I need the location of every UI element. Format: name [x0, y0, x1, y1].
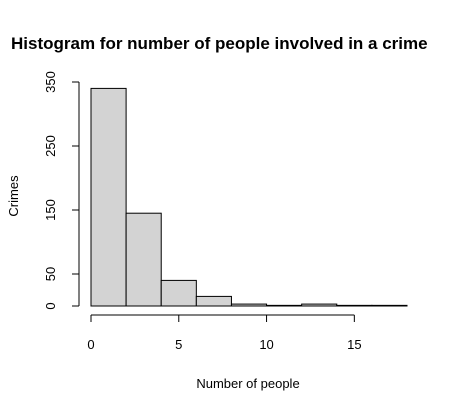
x-axis: 0 5 10 15	[87, 314, 362, 352]
bars-group	[90, 87, 408, 307]
y-axis-tick-label: 250	[43, 135, 58, 157]
y-axis-label: Crimes	[6, 175, 21, 217]
y-axis-tick-label: 0	[43, 302, 58, 309]
chart-title: Histogram for number of people involved …	[11, 34, 428, 53]
histogram-bar	[125, 212, 162, 307]
histogram-bar	[195, 295, 232, 307]
histogram-bar	[160, 279, 197, 307]
histogram-bar	[266, 304, 303, 307]
histogram-bar	[230, 303, 268, 307]
y-axis: 0 50 150 250 350	[43, 71, 80, 310]
y-axis-tick-label: 150	[43, 199, 58, 221]
x-axis-tick-label: 10	[259, 337, 273, 352]
x-axis-label: Number of people	[196, 376, 299, 391]
x-axis-tick-label: 0	[87, 337, 94, 352]
x-axis-tick-label: 5	[175, 337, 182, 352]
y-axis-tick-label: 50	[43, 267, 58, 281]
histogram-bar	[371, 304, 408, 307]
histogram-bar	[301, 303, 338, 307]
histogram-bar	[90, 87, 127, 307]
histogram-bar	[336, 304, 373, 307]
x-axis-tick-label: 15	[347, 337, 361, 352]
y-axis-tick-label: 350	[43, 71, 58, 93]
